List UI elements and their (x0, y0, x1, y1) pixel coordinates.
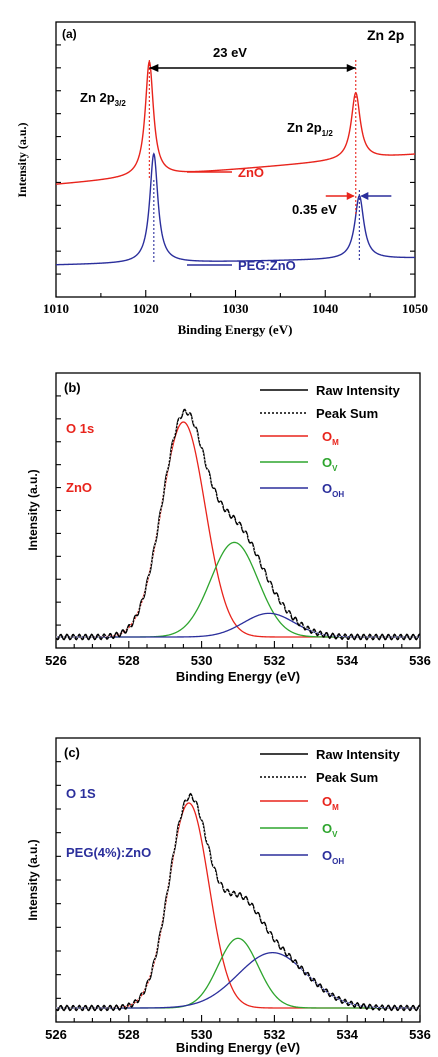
panel-c-component-ooh (56, 952, 420, 1009)
panel-c-legend-ooh: OOH (322, 848, 344, 866)
panel-c-core-level: O 1S (66, 786, 96, 801)
panel-a-frame (55, 21, 416, 298)
panel-a-legend-peg: PEG:ZnO (238, 258, 296, 273)
panel-a-xtick-label: 1040 (312, 301, 338, 316)
panel-c-legend-raw: Raw Intensity (316, 747, 401, 762)
panel-c-ticks (55, 761, 421, 1022)
panel-c-legend-om: OM (322, 794, 339, 812)
panel-b-core-level: O 1s (66, 421, 94, 436)
panel-c-peak-sum (56, 795, 420, 1009)
panel-a-xlabel: Binding Energy (eV) (178, 322, 293, 337)
panel-c-xtick-label: 528 (118, 1027, 140, 1042)
panel-c-xtick-label: 534 (336, 1027, 358, 1042)
panel-b-xtick-label: 532 (264, 653, 286, 668)
panel-b: 526 528 530 532 534 536 (b) O 1s ZnO Raw Inte… (26, 372, 431, 684)
panel-b-legend-ooh: OOH (322, 481, 344, 499)
panel-b-label: (b) (64, 380, 81, 395)
panel-a-legend-zno: ZnO (238, 165, 264, 180)
panel-a-separation: 23 eV (213, 45, 247, 60)
panel-b-xtick-label: 528 (118, 653, 140, 668)
panel-a-tick-labels: 1010 1020 1030 1040 1050 (43, 301, 428, 316)
panel-c-xtick-label: 532 (264, 1027, 286, 1042)
panel-c-raw-intensity (55, 792, 421, 1012)
panel-a-shift-arrowhead-red (346, 192, 355, 200)
panel-c-xtick-label: 530 (191, 1027, 213, 1042)
panel-a: 1010 1020 1030 1040 1050 (a) Zn 2p 23 eV Zn … (15, 21, 428, 337)
panel-b-xtick-label: 530 (191, 653, 213, 668)
panel-a-series-zno (55, 60, 416, 185)
panel-c-xlabel: Binding Energy (eV) (176, 1040, 300, 1055)
panel-b-xlabel: Binding Energy (eV) (176, 669, 300, 684)
panel-b-legend-om: OM (322, 429, 339, 447)
panel-a-peak1-label: Zn 2p3/2 (80, 90, 126, 108)
panel-a-ticks (55, 44, 416, 297)
panel-b-xtick-label: 536 (409, 653, 431, 668)
panel-c: 526 528 530 532 534 536 (c) O 1S PEG(4%):ZnO … (26, 737, 431, 1055)
panel-b-xtick-label: 526 (45, 653, 67, 668)
panel-b-component-om (56, 421, 420, 638)
panel-b-raw-intensity (55, 408, 421, 641)
panel-a-corner-label: Zn 2p (367, 27, 404, 43)
panel-a-label: (a) (62, 27, 77, 41)
panel-a-shift-arrowhead-blue (360, 192, 369, 200)
panel-c-xtick-label: 536 (409, 1027, 431, 1042)
panel-a-annotations (148, 60, 392, 262)
panel-a-separation-arrowhead-left (149, 64, 159, 72)
panel-c-component-om (56, 802, 420, 1009)
panel-a-ylabel: Intensity (a.u.) (15, 122, 29, 197)
panel-a-xtick-label: 1030 (223, 301, 249, 316)
panel-c-sample: PEG(4%):ZnO (66, 845, 151, 860)
panel-b-peak-sum (56, 411, 420, 638)
panel-c-xtick-label: 526 (45, 1027, 67, 1042)
panel-b-sample: ZnO (66, 480, 92, 495)
panel-c-legend: Raw Intensity Peak Sum OM OV OOH (260, 747, 401, 866)
panel-a-xtick-label: 1010 (43, 301, 69, 316)
panel-a-shift-label: 0.35 eV (292, 202, 337, 217)
panel-c-legend-sum: Peak Sum (316, 770, 378, 785)
panel-a-series-peg-zno (55, 152, 415, 266)
panel-b-legend-ov: OV (322, 455, 338, 473)
panel-c-legend-ov: OV (322, 821, 338, 839)
panel-a-peak2-label: Zn 2p1/2 (287, 120, 333, 138)
panel-a-xtick-label: 1020 (133, 301, 159, 316)
panel-b-ylabel: Intensity (a.u.) (26, 469, 40, 550)
panel-b-component-ov (56, 541, 420, 638)
panel-a-xtick-label: 1050 (402, 301, 428, 316)
panel-b-legend-sum: Peak Sum (316, 406, 378, 421)
panel-b-xtick-label: 534 (336, 653, 358, 668)
panel-b-ticks (55, 395, 421, 648)
panel-a-separation-arrowhead-right (346, 64, 356, 72)
panel-b-legend-raw: Raw Intensity (316, 383, 401, 398)
panel-c-label: (c) (64, 745, 80, 760)
panel-c-tick-labels: 526 528 530 532 534 536 (45, 1027, 431, 1042)
panel-b-tick-labels: 526 528 530 532 534 536 (45, 653, 431, 668)
panel-b-legend: Raw Intensity Peak Sum OM OV OOH (260, 383, 401, 499)
panel-c-ylabel: Intensity (a.u.) (26, 839, 40, 920)
